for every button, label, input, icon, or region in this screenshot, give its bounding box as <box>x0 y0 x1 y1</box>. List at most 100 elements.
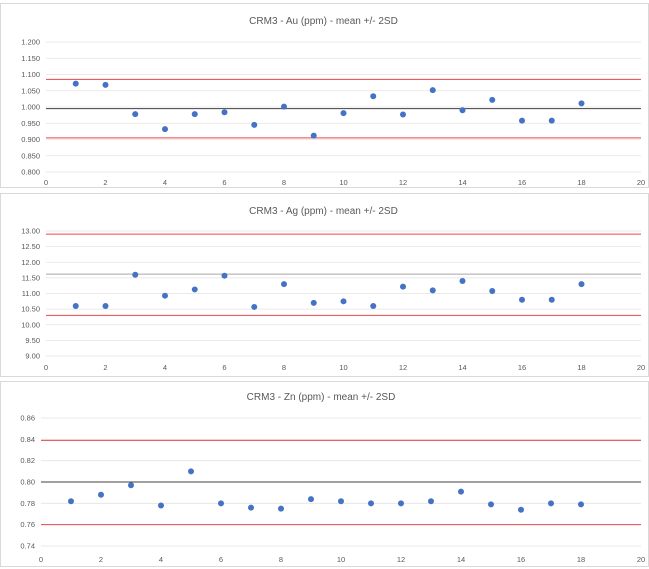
x-tick-label: 20 <box>637 363 645 372</box>
y-tick-label: 9.50 <box>25 336 40 345</box>
y-tick-label: 1.200 <box>21 38 40 47</box>
y-tick-label: 9.00 <box>25 352 40 361</box>
data-point <box>248 504 254 511</box>
x-tick-label: 6 <box>222 363 226 372</box>
y-tick-label: 0.850 <box>21 151 40 160</box>
x-tick-label: 14 <box>458 363 466 372</box>
x-tick-label: 4 <box>159 555 163 564</box>
data-point <box>221 272 228 279</box>
x-tick-label: 8 <box>282 363 286 372</box>
data-point <box>251 303 258 310</box>
data-point <box>488 501 494 508</box>
x-tick-label: 14 <box>458 178 466 187</box>
data-point <box>548 296 555 303</box>
y-tick-label: 0.84 <box>20 435 35 444</box>
y-tick-label: 13.00 <box>21 227 40 236</box>
data-point <box>68 498 74 505</box>
chart-panel-zn: CRM3 - Zn (ppm) - mean +/- 2SD 0.74 0.76 0.… <box>0 381 649 567</box>
data-point <box>162 292 168 299</box>
x-tick-label: 8 <box>282 178 286 187</box>
x-tick-label: 16 <box>517 555 525 564</box>
x-tick-label: 10 <box>339 363 347 372</box>
data-point <box>458 488 464 495</box>
x-tick-label: 14 <box>457 555 465 564</box>
data-point <box>338 498 344 505</box>
data-point <box>188 468 194 475</box>
data-point <box>310 299 317 306</box>
x-tick-label: 20 <box>637 555 645 564</box>
x-tick-label: 18 <box>577 363 585 372</box>
data-point <box>400 283 406 290</box>
data-point <box>459 107 466 114</box>
x-tick-label: 0 <box>44 178 48 187</box>
data-point <box>548 117 555 124</box>
data-point <box>370 303 377 309</box>
x-tick-label: 2 <box>103 178 107 187</box>
x-tick-label: 2 <box>99 555 103 564</box>
chart-panel-ag: CRM3 - Ag (ppm) - mean +/- 2SD 9.00 9.50 10… <box>0 193 649 377</box>
data-point <box>281 103 287 110</box>
y-tick-label: 1.100 <box>21 70 40 79</box>
data-point <box>221 109 228 116</box>
data-point <box>429 287 436 294</box>
data-point <box>191 286 198 293</box>
data-point <box>400 111 406 118</box>
chart-panel-au: CRM3 - Au (ppm) - mean +/- 2SD 0.800 0.850… <box>0 3 649 188</box>
x-tick-label: 12 <box>399 178 407 187</box>
data-point <box>398 500 404 507</box>
data-point <box>162 126 168 133</box>
data-point <box>340 110 347 117</box>
y-tick-label: 0.78 <box>20 499 35 508</box>
data-point <box>102 303 109 309</box>
data-point <box>428 498 434 505</box>
x-tick-label: 12 <box>399 363 407 372</box>
data-point <box>578 501 584 508</box>
x-tick-label: 6 <box>219 555 223 564</box>
y-tick-label: 11.50 <box>22 273 40 282</box>
x-tick-label: 2 <box>103 363 107 372</box>
x-tick-label: 4 <box>163 178 167 187</box>
x-tick-label: 6 <box>222 178 226 187</box>
y-tick-label: 0.800 <box>21 168 40 177</box>
y-tick-label: 0.950 <box>21 119 40 128</box>
data-point <box>459 278 466 284</box>
y-tick-label: 0.76 <box>20 520 35 529</box>
data-point <box>519 296 525 303</box>
data-point <box>578 281 585 288</box>
data-point <box>278 505 284 512</box>
y-tick-label: 0.74 <box>20 542 35 551</box>
x-tick-label: 0 <box>39 555 43 564</box>
chart-zn: CRM3 - Zn (ppm) - mean +/- 2SD 0.74 0.76 0.… <box>20 392 645 564</box>
chart-title: CRM3 - Zn (ppm) - mean +/- 2SD <box>247 392 396 403</box>
data-point <box>98 491 104 498</box>
data-point <box>310 132 317 139</box>
y-tick-label: 1.000 <box>21 103 40 112</box>
y-tick-label: 12.50 <box>21 242 40 251</box>
y-tick-label: 0.80 <box>20 478 35 487</box>
data-point <box>578 100 585 107</box>
data-point <box>72 80 79 87</box>
y-tick-label: 11.00 <box>22 289 40 298</box>
data-point <box>158 502 164 509</box>
data-point <box>519 117 525 124</box>
data-point <box>308 496 314 503</box>
y-tick-label: 0.86 <box>20 414 35 423</box>
chart-title: CRM3 - Au (ppm) - mean +/- 2SD <box>249 16 398 27</box>
y-tick-label: 1.050 <box>21 86 40 95</box>
x-tick-label: 8 <box>279 555 283 564</box>
y-tick-label: 10.00 <box>21 320 40 329</box>
x-tick-label: 18 <box>577 555 585 564</box>
data-point <box>191 111 198 118</box>
chart-title: CRM3 - Ag (ppm) - mean +/- 2SD <box>249 206 398 217</box>
data-point <box>218 500 224 507</box>
data-point <box>370 93 377 100</box>
chart-ag: CRM3 - Ag (ppm) - mean +/- 2SD 9.00 9.50 10… <box>21 206 645 372</box>
data-point <box>340 298 347 305</box>
data-point <box>251 121 258 128</box>
x-tick-label: 0 <box>44 363 48 372</box>
y-tick-label: 0.900 <box>21 135 40 144</box>
data-point <box>518 506 524 513</box>
data-point <box>128 482 134 489</box>
x-tick-label: 18 <box>577 178 585 187</box>
x-tick-label: 4 <box>163 363 167 372</box>
